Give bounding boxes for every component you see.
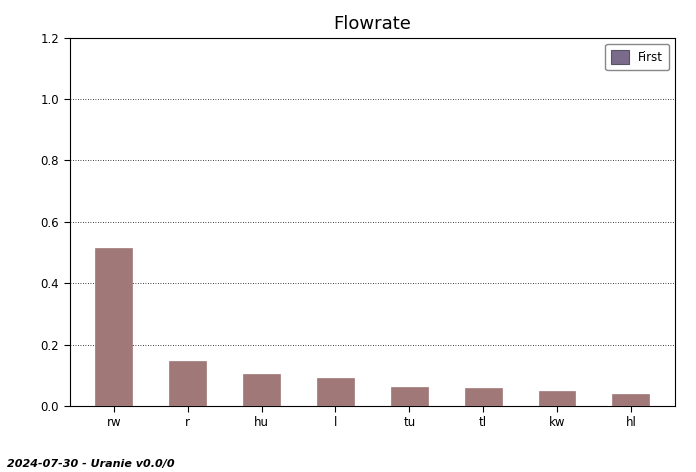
Text: 2024-07-30 - Uranie v0.0/0: 2024-07-30 - Uranie v0.0/0	[7, 459, 175, 469]
Bar	[612, 394, 649, 406]
Bar	[317, 378, 354, 406]
Title: Flowrate: Flowrate	[333, 16, 411, 34]
Bar	[95, 248, 132, 406]
Legend: First: First	[606, 44, 670, 70]
Bar	[169, 361, 206, 406]
Bar	[465, 388, 502, 406]
Bar	[539, 391, 576, 406]
Bar	[243, 374, 280, 406]
Bar	[391, 387, 428, 406]
